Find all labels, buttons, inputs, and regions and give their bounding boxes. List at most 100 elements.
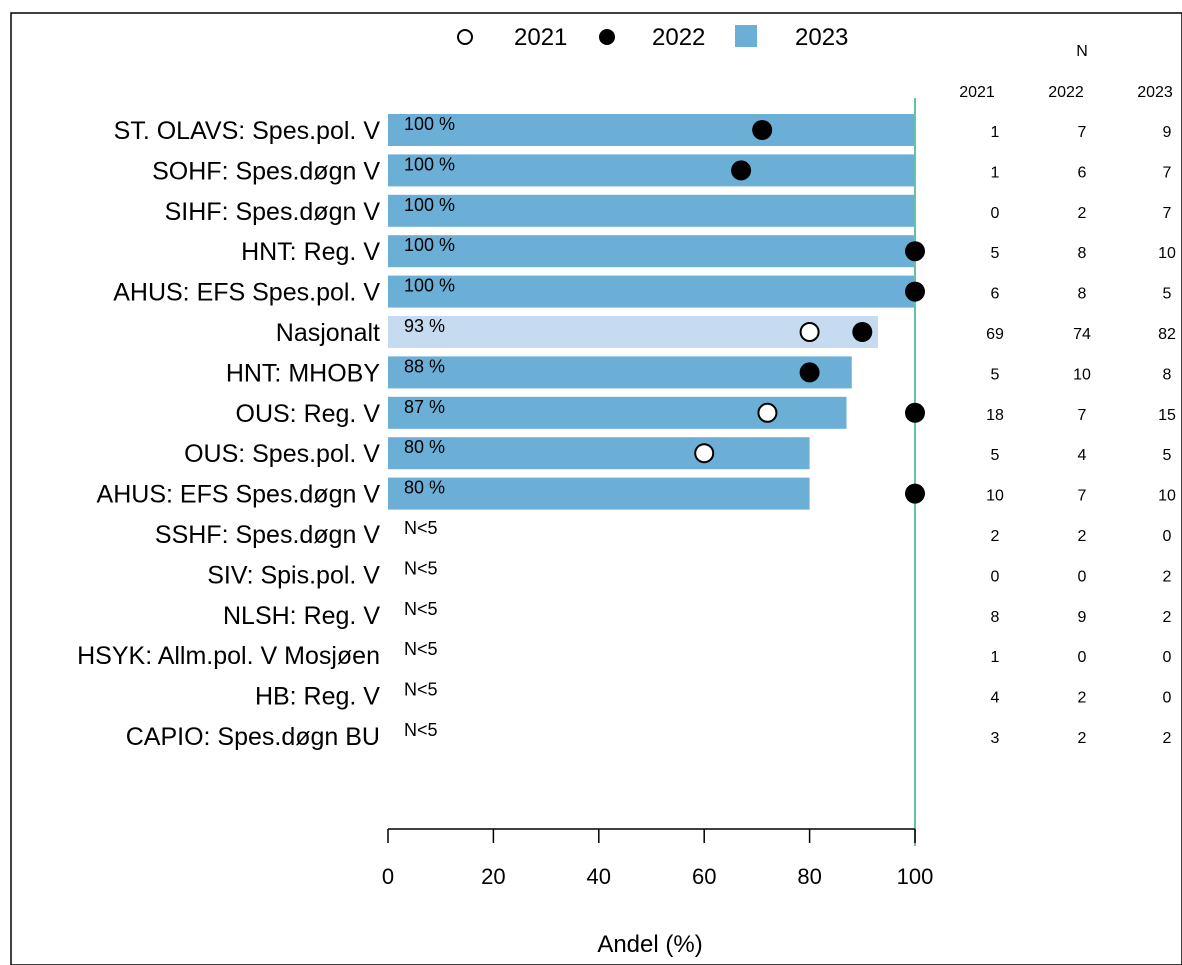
n-value: 2 bbox=[1078, 690, 1087, 707]
n-value: 8 bbox=[1078, 245, 1087, 262]
marker-2022 bbox=[752, 120, 773, 140]
marker-2021 bbox=[799, 322, 820, 342]
marker-2022 bbox=[905, 402, 925, 423]
bar-2023 bbox=[388, 275, 915, 308]
n-value: 5 bbox=[991, 447, 1000, 464]
category-label: OUS: Spes.pol. V bbox=[184, 440, 380, 468]
bar-value-label: 100 % bbox=[404, 276, 455, 296]
category-label: SIHF: Spes.døgn V bbox=[165, 198, 381, 226]
n-value: 0 bbox=[1078, 649, 1087, 666]
category-label: HNT: MHOBY bbox=[226, 359, 381, 387]
marker-2022 bbox=[731, 160, 752, 181]
bar-value-label: N<5 bbox=[404, 558, 438, 578]
bar-2023 bbox=[388, 437, 810, 470]
n-value: 7 bbox=[1163, 164, 1172, 181]
bar-2023 bbox=[388, 235, 915, 268]
x-tick-label: 0 bbox=[382, 864, 394, 889]
legend: 2021 2022 2023 bbox=[457, 24, 848, 51]
bar-value-label: N<5 bbox=[404, 680, 438, 700]
bar-value-label: 100 % bbox=[404, 154, 455, 174]
category-label: HB: Reg. V bbox=[255, 683, 380, 711]
bar-layer bbox=[388, 114, 915, 510]
x-axis-title: Andel (%) bbox=[597, 931, 702, 958]
n-value: 6 bbox=[991, 286, 1000, 303]
category-label: HNT: Reg. V bbox=[241, 238, 380, 266]
n-value: 0 bbox=[1163, 649, 1172, 666]
category-label: SOHF: Spes.døgn V bbox=[152, 157, 380, 185]
n-value: 7 bbox=[1078, 407, 1087, 424]
category-label: SSHF: Spes.døgn V bbox=[155, 521, 380, 549]
n-value: 8 bbox=[1078, 286, 1087, 303]
bar-2023 bbox=[388, 477, 810, 510]
category-label: OUS: Reg. V bbox=[236, 400, 381, 428]
bar-value-label: N<5 bbox=[404, 599, 438, 619]
category-label: SIV: Spis.pol. V bbox=[207, 561, 380, 589]
n-value: 9 bbox=[1078, 609, 1087, 626]
bar-value-label: 100 % bbox=[404, 235, 455, 255]
n-value: 10 bbox=[1073, 366, 1091, 383]
n-value: 2 bbox=[1163, 609, 1172, 626]
n-value: 4 bbox=[1078, 447, 1087, 464]
bar-value-label: 80 % bbox=[404, 437, 445, 457]
n-value: 1 bbox=[991, 649, 1000, 666]
n-value: 10 bbox=[986, 488, 1004, 505]
n-table-title: N bbox=[1076, 43, 1088, 60]
marker-2021 bbox=[694, 443, 715, 464]
x-axis: 0 20 40 60 80 100 Andel (%) bbox=[382, 828, 934, 958]
n-value: 82 bbox=[1158, 326, 1176, 343]
bar-value-label: 88 % bbox=[404, 356, 445, 376]
category-label: ST. OLAVS: Spes.pol. V bbox=[114, 117, 381, 145]
legend-label-2021: 2021 bbox=[514, 24, 567, 51]
n-value: 4 bbox=[991, 690, 1000, 707]
x-tick-label: 40 bbox=[587, 864, 611, 889]
bar-value-label: N<5 bbox=[404, 518, 438, 538]
n-value: 2 bbox=[991, 528, 1000, 545]
n-value: 8 bbox=[991, 609, 1000, 626]
marker-2022 bbox=[905, 281, 925, 302]
n-value: 8 bbox=[1163, 366, 1172, 383]
category-label: AHUS: EFS Spes.pol. V bbox=[113, 279, 380, 307]
marker-2022 bbox=[852, 322, 873, 342]
bar-2023 bbox=[388, 316, 879, 348]
bar-value-label: 93 % bbox=[404, 316, 445, 336]
n-value: 2 bbox=[1078, 730, 1087, 747]
category-label: NLSH: Reg. V bbox=[223, 602, 380, 630]
n-value: 7 bbox=[1078, 488, 1087, 505]
category-label: Nasjonalt bbox=[276, 319, 380, 347]
n-value: 5 bbox=[1163, 286, 1172, 303]
n-value: 0 bbox=[991, 568, 1000, 585]
n-value: 0 bbox=[1163, 690, 1172, 707]
n-value: 5 bbox=[991, 245, 1000, 262]
n-value: 74 bbox=[1073, 326, 1091, 343]
legend-label-2022: 2022 bbox=[652, 24, 705, 51]
legend-marker-2023 bbox=[735, 25, 757, 47]
bar-value-label: 100 % bbox=[404, 114, 455, 134]
bar-2023 bbox=[388, 114, 915, 146]
category-label: HSYK: Allm.pol. V Mosjøen bbox=[77, 642, 380, 670]
marker-2022 bbox=[799, 362, 820, 383]
n-value: 6 bbox=[1078, 164, 1087, 181]
category-label: AHUS: EFS Spes.døgn V bbox=[97, 481, 381, 509]
n-value: 2 bbox=[1163, 730, 1172, 747]
marker-2021 bbox=[757, 402, 778, 423]
n-value: 7 bbox=[1078, 124, 1087, 141]
n-value: 2 bbox=[1078, 528, 1087, 545]
legend-marker-2022 bbox=[599, 29, 615, 45]
x-tick-label: 60 bbox=[692, 864, 716, 889]
n-value: 0 bbox=[1163, 528, 1172, 545]
n-value: 5 bbox=[991, 366, 1000, 383]
bar-value-label: 87 % bbox=[404, 397, 445, 417]
x-tick-label: 80 bbox=[797, 864, 821, 889]
bar-value-label: 80 % bbox=[404, 478, 445, 498]
n-value: 0 bbox=[1078, 568, 1087, 585]
n-value: 18 bbox=[986, 407, 1004, 424]
x-tick-label: 20 bbox=[481, 864, 505, 889]
bar-value-label: N<5 bbox=[404, 720, 438, 740]
category-label: CAPIO: Spes.døgn BU bbox=[126, 723, 380, 751]
bar-value-label: 100 % bbox=[404, 195, 455, 215]
n-value: 2 bbox=[1163, 568, 1172, 585]
x-tick-label: 100 bbox=[897, 864, 934, 889]
plot-border bbox=[10, 12, 1182, 965]
marker-2022 bbox=[905, 483, 925, 504]
